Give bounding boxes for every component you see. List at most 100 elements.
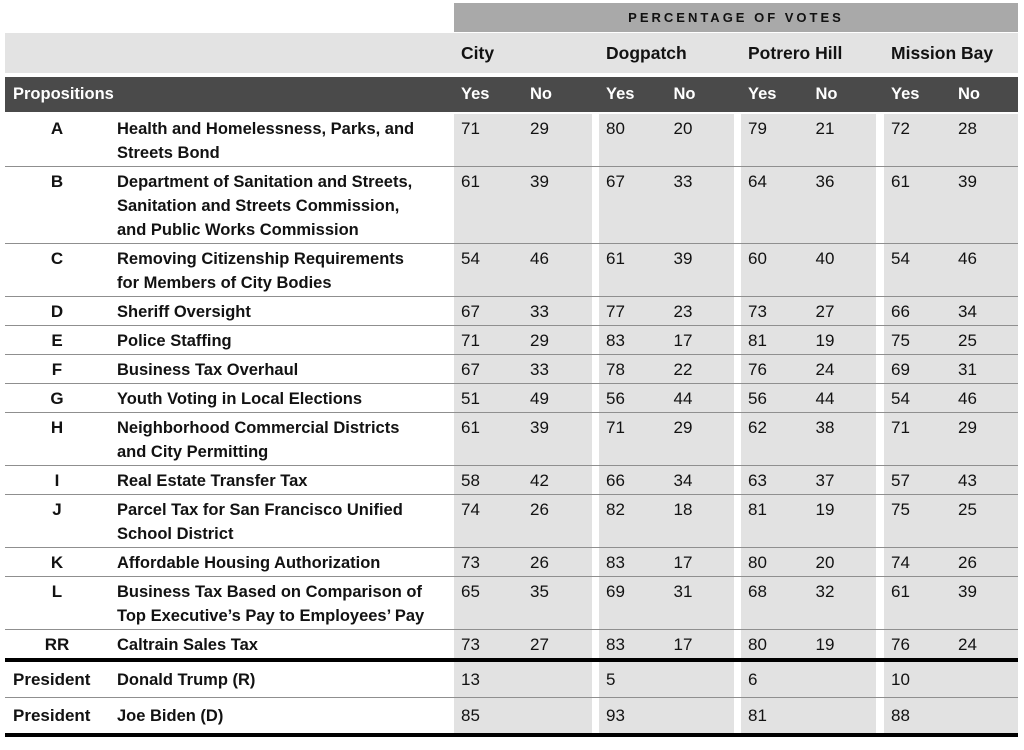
no-value: 31 <box>958 360 977 379</box>
yes-value: 65 <box>461 582 480 601</box>
yes-value: 77 <box>606 302 625 321</box>
yes-value: 57 <box>891 471 910 490</box>
proposition-row: E Police Staffing 71 29 83 17 81 19 75 25 <box>5 326 1018 355</box>
no-value: 39 <box>958 172 977 191</box>
vote-cell-city: 73 27 <box>454 630 592 658</box>
yes-value: 71 <box>606 418 625 437</box>
proposition-row: A Health and Homelessness, Parks, and Str… <box>5 114 1018 167</box>
yes-header: Yes <box>748 85 777 103</box>
yes-value: 74 <box>891 553 910 572</box>
no-value: 46 <box>958 249 977 268</box>
yes-value: 67 <box>461 302 480 321</box>
yes-value: 81 <box>748 500 767 519</box>
no-value: 19 <box>815 635 835 654</box>
vote-cell-city: 61 39 <box>454 413 592 465</box>
yes-value: 61 <box>891 582 910 601</box>
no-value: 49 <box>530 389 549 408</box>
vote-cell-city: 61 39 <box>454 167 592 243</box>
vote-cell-potrero-hill: 63 37 <box>741 466 876 494</box>
no-value: 18 <box>673 500 693 519</box>
yes-no-header-row: Propositions Yes No Yes No Yes No Yes No <box>5 77 1018 112</box>
no-value: 34 <box>958 302 977 321</box>
president-row: President Donald Trump (R) 13 5 6 10 <box>5 662 1018 698</box>
vote-cell-dogpatch: 66 34 <box>599 466 734 494</box>
vote-cell-city: 54 46 <box>454 244 592 296</box>
prop-description: Caltrain Sales Tax <box>117 636 258 654</box>
prop-letter: H <box>50 418 64 437</box>
yes-value: 71 <box>461 331 480 350</box>
vote-cell-mission-bay: 61 39 <box>884 577 1018 629</box>
vote-cell-potrero-hill: 76 24 <box>741 355 876 383</box>
empty-value <box>523 662 592 697</box>
yes-value: 78 <box>606 360 625 379</box>
no-value: 44 <box>673 389 693 408</box>
no-value: 43 <box>958 471 977 490</box>
no-value: 26 <box>530 500 549 519</box>
yes-value: 54 <box>891 249 910 268</box>
vote-cell-dogpatch: 5 <box>599 662 734 697</box>
yes-value: 54 <box>891 389 910 408</box>
proposition-row: K Affordable Housing Authorization 73 26 83 1… <box>5 548 1018 577</box>
no-value: 42 <box>530 471 549 490</box>
no-value: 29 <box>673 418 693 437</box>
no-value: 46 <box>958 389 977 408</box>
vote-cell-potrero-hill: 60 40 <box>741 244 876 296</box>
no-value: 39 <box>530 418 549 437</box>
no-value: 20 <box>815 553 835 572</box>
vote-value: 5 <box>606 670 616 689</box>
vote-cell-mission-bay: 54 46 <box>884 384 1018 412</box>
yes-value: 54 <box>461 249 480 268</box>
vote-cell-city: 67 33 <box>454 297 592 325</box>
prop-letter: F <box>51 360 63 379</box>
yes-value: 61 <box>891 172 910 191</box>
president-label: President <box>13 706 91 725</box>
yes-value: 71 <box>461 119 480 138</box>
proposition-rows: A Health and Homelessness, Parks, and Str… <box>5 114 1018 658</box>
vote-cell-mission-bay: 10 <box>884 662 1018 697</box>
empty-value <box>667 662 735 697</box>
proposition-row: B Department of Sanitation and Streets, S… <box>5 167 1018 244</box>
no-value: 34 <box>673 471 693 490</box>
yes-value: 76 <box>891 635 910 654</box>
yes-value: 71 <box>891 418 910 437</box>
vote-cell-dogpatch: 80 20 <box>599 114 734 166</box>
no-header: No <box>530 85 552 103</box>
empty-value <box>951 662 1018 697</box>
yes-value: 56 <box>606 389 625 408</box>
proposition-row: L Business Tax Based on Comparison of Top… <box>5 577 1018 630</box>
no-value: 24 <box>815 360 835 379</box>
prop-letter: E <box>51 331 63 350</box>
vote-cell-mission-bay: 72 28 <box>884 114 1018 166</box>
vote-cell-potrero-hill: 62 38 <box>741 413 876 465</box>
proposition-row: C Removing Citizenship Requirements for M… <box>5 244 1018 297</box>
no-value: 33 <box>530 302 549 321</box>
vote-cell-potrero-hill: 6 <box>741 662 876 697</box>
yes-no-header-city: Yes No <box>454 85 592 104</box>
yes-value: 80 <box>748 553 767 572</box>
yes-value: 73 <box>461 553 480 572</box>
vote-cell-potrero-hill: 81 19 <box>741 326 876 354</box>
prop-description: Business Tax Based on Comparison of Top … <box>117 583 425 625</box>
yes-value: 66 <box>606 471 625 490</box>
no-value: 29 <box>530 331 549 350</box>
empty-value <box>667 698 735 733</box>
no-value: 25 <box>958 331 977 350</box>
vote-cell-potrero-hill: 73 27 <box>741 297 876 325</box>
candidate-name: Joe Biden (D) <box>117 707 224 725</box>
no-value: 39 <box>530 172 549 191</box>
no-value: 28 <box>958 119 977 138</box>
yes-value: 75 <box>891 500 910 519</box>
prop-letter: A <box>50 119 64 138</box>
vote-cell-mission-bay: 71 29 <box>884 413 1018 465</box>
vote-cell-potrero-hill: 80 19 <box>741 630 876 658</box>
column-header-potrero-hill: Potrero Hill <box>748 42 843 63</box>
column-header-dogpatch: Dogpatch <box>606 42 687 63</box>
vote-cell-city: 85 <box>454 698 592 733</box>
column-header-mission-bay: Mission Bay <box>891 42 994 63</box>
no-value: 36 <box>815 172 835 191</box>
vote-cell-mission-bay: 69 31 <box>884 355 1018 383</box>
vote-cell-potrero-hill: 68 32 <box>741 577 876 629</box>
vote-value: 81 <box>748 706 767 725</box>
vote-cell-city: 67 33 <box>454 355 592 383</box>
prop-letter: I <box>54 471 60 490</box>
